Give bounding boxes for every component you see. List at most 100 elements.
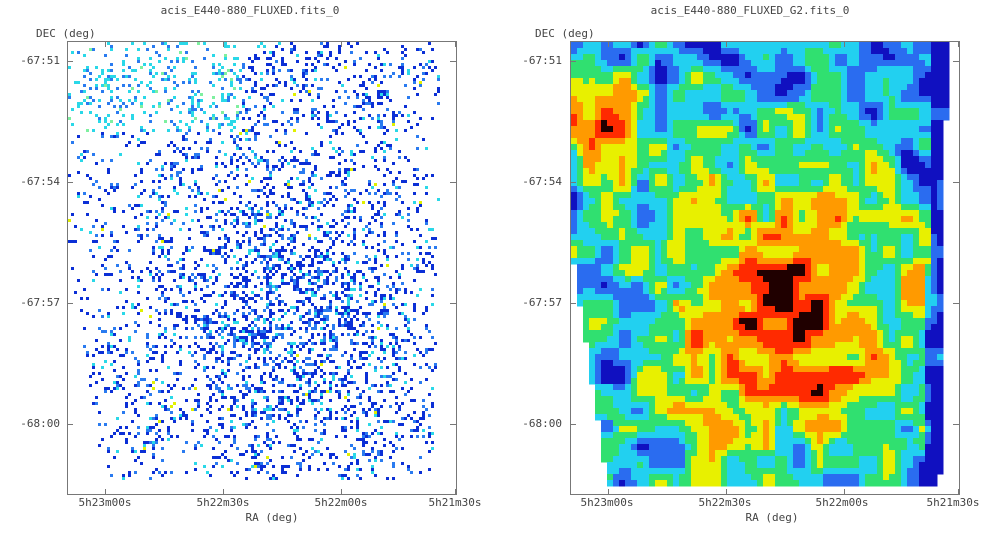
event-pixel [395, 306, 398, 309]
event-pixel [179, 360, 182, 363]
heatmap-cell [757, 48, 764, 55]
heatmap-cell [931, 90, 938, 97]
event-pixel [296, 276, 299, 279]
event-pixel [293, 222, 296, 225]
event-pixel [221, 72, 224, 75]
event-pixel [317, 111, 320, 114]
event-pixel [161, 219, 164, 222]
event-pixel [179, 267, 182, 270]
event-pixel [143, 141, 146, 144]
event-pixel [323, 231, 326, 234]
event-pixel [245, 468, 248, 471]
event-pixel [74, 240, 77, 243]
event-pixel [311, 216, 314, 219]
event-pixel [311, 348, 314, 351]
event-pixel [311, 342, 314, 345]
event-pixel [272, 336, 275, 339]
event-pixel [302, 162, 305, 165]
event-pixel [257, 195, 260, 198]
event-pixel [200, 207, 203, 210]
event-pixel [380, 207, 383, 210]
event-pixel [416, 258, 419, 261]
heatmap-cell [859, 156, 866, 163]
event-pixel [392, 114, 395, 117]
event-pixel [95, 66, 98, 69]
event-pixel [179, 372, 182, 375]
event-pixel [242, 396, 245, 399]
event-pixel [155, 288, 158, 291]
heatmap-cell [667, 78, 674, 85]
heatmap-cell [763, 48, 770, 55]
heatmap-cell [637, 126, 644, 133]
event-pixel [98, 327, 101, 330]
heatmap-cell [937, 90, 944, 97]
event-pixel [359, 366, 362, 369]
heatmap-cell [901, 60, 908, 67]
event-pixel [233, 297, 236, 300]
event-pixel [425, 63, 428, 66]
event-pixel [146, 267, 149, 270]
heatmap-cell [883, 84, 890, 91]
heatmap-cell [847, 162, 854, 169]
event-pixel [323, 339, 326, 342]
event-pixel [110, 135, 113, 138]
event-pixel [371, 300, 374, 303]
heatmap-cell [799, 60, 806, 67]
event-pixel [233, 351, 236, 354]
heatmap-cell [691, 138, 698, 145]
event-pixel [257, 462, 260, 465]
event-pixel [365, 315, 368, 318]
event-pixel [242, 330, 245, 333]
heatmap-cell [901, 90, 908, 97]
event-pixel [191, 273, 194, 276]
heatmap-cell [703, 150, 710, 157]
event-pixel [113, 456, 116, 459]
event-pixel [293, 282, 296, 285]
heatmap-cell [595, 60, 602, 67]
event-pixel [320, 396, 323, 399]
event-pixel [368, 267, 371, 270]
event-pixel [221, 465, 224, 468]
heatmap-cell [937, 138, 944, 145]
event-pixel [410, 417, 413, 420]
event-pixel [392, 222, 395, 225]
heatmap-cell [595, 42, 602, 49]
event-pixel [242, 327, 245, 330]
event-pixel [254, 165, 257, 168]
event-pixel [389, 192, 392, 195]
event-pixel [239, 339, 242, 342]
event-pixel [245, 387, 248, 390]
event-pixel [269, 375, 272, 378]
event-pixel [281, 162, 284, 165]
event-pixel [218, 126, 221, 129]
event-pixel [314, 306, 317, 309]
event-pixel [422, 270, 425, 273]
event-pixel [242, 162, 245, 165]
event-pixel [197, 324, 200, 327]
event-pixel [269, 447, 272, 450]
event-pixel [161, 438, 164, 441]
heatmap-cell [739, 114, 746, 121]
event-pixel [290, 270, 293, 273]
event-pixel [395, 336, 398, 339]
event-pixel [266, 462, 269, 465]
event-pixel [188, 195, 191, 198]
event-pixel [395, 138, 398, 141]
event-pixel [329, 192, 332, 195]
event-pixel [410, 228, 413, 231]
event-pixel [341, 381, 344, 384]
event-pixel [167, 384, 170, 387]
heatmap-cell [769, 138, 776, 145]
heatmap-cell [709, 162, 716, 169]
event-pixel [362, 342, 365, 345]
event-pixel [83, 288, 86, 291]
event-pixel [110, 249, 113, 252]
event-pixel [287, 396, 290, 399]
event-pixel [263, 87, 266, 90]
heatmap-cell [937, 150, 944, 157]
event-pixel [308, 273, 311, 276]
event-pixel [311, 447, 314, 450]
event-pixel [401, 114, 404, 117]
event-pixel [287, 351, 290, 354]
event-pixel [245, 336, 248, 339]
